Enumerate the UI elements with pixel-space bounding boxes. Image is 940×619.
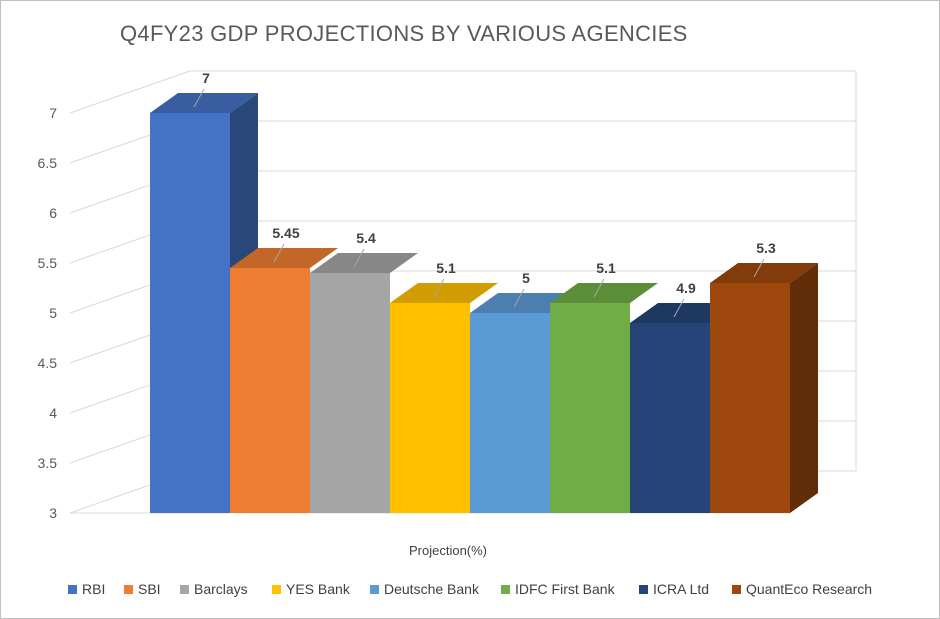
bar-top-quanteco-research bbox=[710, 263, 818, 283]
data-label: 5.1 bbox=[436, 260, 456, 276]
legend-swatch bbox=[370, 585, 379, 594]
y-tick-label: 4 bbox=[49, 405, 57, 421]
bar-top-sbi bbox=[230, 248, 338, 268]
legend-swatch bbox=[124, 585, 133, 594]
bar-icra-ltd bbox=[630, 323, 710, 513]
legend-label: RBI bbox=[82, 581, 105, 597]
bar-top-barclays bbox=[310, 253, 418, 273]
bar-top-idfc-first-bank bbox=[550, 283, 658, 303]
chart-title: Q4FY23 GDP PROJECTIONS BY VARIOUS AGENCI… bbox=[120, 21, 688, 46]
legend-swatch bbox=[639, 585, 648, 594]
bar-side-quanteco-research bbox=[790, 263, 818, 513]
data-label-leader bbox=[433, 278, 445, 298]
legend-label: SBI bbox=[138, 581, 161, 597]
legend-swatch bbox=[68, 585, 77, 594]
bar-sbi bbox=[230, 268, 310, 513]
legend-label: Barclays bbox=[194, 581, 248, 597]
data-label-leader bbox=[353, 248, 365, 268]
y-tick-label: 3.5 bbox=[38, 455, 58, 471]
bar-deutsche-bank bbox=[470, 313, 550, 513]
y-tick-label: 7 bbox=[49, 105, 57, 121]
data-label-leader bbox=[673, 298, 685, 318]
grid-diagonal-8 bbox=[69, 70, 191, 114]
data-label-leader bbox=[273, 243, 285, 263]
bar-quanteco-research bbox=[710, 283, 790, 513]
data-label: 5.3 bbox=[756, 240, 776, 256]
data-label: 4.9 bbox=[676, 280, 696, 296]
y-tick-label: 5 bbox=[49, 305, 57, 321]
data-label: 5.4 bbox=[356, 230, 376, 246]
bar-yes-bank bbox=[390, 303, 470, 513]
y-tick-label: 6 bbox=[49, 205, 57, 221]
legend-label: ICRA Ltd bbox=[653, 581, 709, 597]
data-label: 7 bbox=[202, 70, 210, 86]
bar-barclays bbox=[310, 273, 390, 513]
bar-idfc-first-bank bbox=[550, 303, 630, 513]
data-label-leader bbox=[753, 258, 765, 278]
data-label: 5.45 bbox=[272, 225, 299, 241]
bar-rbi bbox=[150, 113, 230, 513]
legend-swatch bbox=[732, 585, 741, 594]
data-label-leader bbox=[593, 278, 605, 298]
legend-label: Deutsche Bank bbox=[384, 581, 480, 597]
legend-label: YES Bank bbox=[286, 581, 351, 597]
legend-swatch bbox=[180, 585, 189, 594]
y-tick-label: 4.5 bbox=[38, 355, 58, 371]
data-label-leader bbox=[513, 288, 525, 308]
legend-label: IDFC First Bank bbox=[515, 581, 616, 597]
x-axis-label: Projection(%) bbox=[409, 543, 487, 558]
legend-swatch bbox=[501, 585, 510, 594]
data-label-leader bbox=[193, 88, 205, 108]
legend-label: QuantEco Research bbox=[746, 581, 872, 597]
y-tick-label: 3 bbox=[49, 505, 57, 521]
data-label: 5 bbox=[522, 270, 530, 286]
data-label: 5.1 bbox=[596, 260, 616, 276]
y-tick-label: 6.5 bbox=[38, 155, 58, 171]
bar-top-yes-bank bbox=[390, 283, 498, 303]
bar-top-rbi bbox=[150, 93, 258, 113]
y-tick-label: 5.5 bbox=[38, 255, 58, 271]
legend-swatch bbox=[272, 585, 281, 594]
